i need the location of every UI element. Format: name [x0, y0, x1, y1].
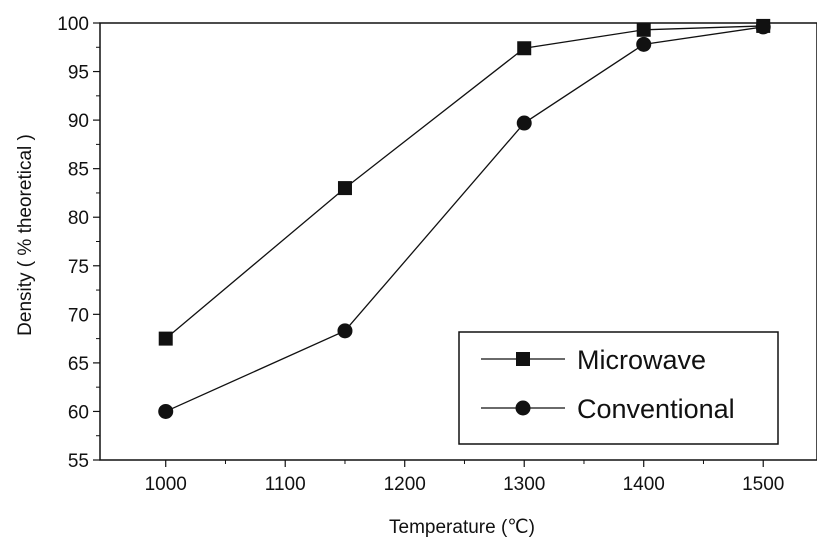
legend-items: Microwave Conventional — [481, 345, 735, 424]
y-axis-title: Density ( % theoretical ) — [15, 134, 36, 336]
y-tick-label: 100 — [57, 14, 89, 35]
y-tick-label: 75 — [68, 257, 89, 278]
data-point-square — [517, 41, 532, 56]
data-point-circle — [636, 36, 652, 52]
x-tick-label: 1200 — [384, 474, 426, 495]
series-layer — [158, 18, 771, 419]
data-point-square — [337, 181, 352, 196]
data-point-square — [158, 331, 173, 346]
x-tick-label: 1000 — [145, 474, 187, 495]
y-tick-label: 85 — [68, 160, 89, 181]
x-tick-label: 1300 — [503, 474, 545, 495]
x-tick-label: 1500 — [742, 474, 784, 495]
data-point-circle — [158, 403, 174, 419]
y-tick-label: 70 — [68, 305, 89, 326]
y-tick-label: 55 — [68, 451, 89, 472]
x-tick-label: 1100 — [265, 474, 306, 495]
y-axis: 55 60 65 70 75 80 85 90 95 100 — [57, 14, 100, 472]
data-point-square — [636, 22, 651, 37]
x-axis-title: Temperature (℃) — [389, 517, 535, 538]
data-point-circle — [516, 115, 532, 131]
x-axis: 1000 1100 1200 1300 1400 1500 — [145, 460, 784, 495]
legend-label: Conventional — [577, 394, 735, 424]
y-tick-label: 95 — [68, 63, 89, 84]
data-point-circle — [755, 19, 771, 35]
y-tick-label: 65 — [68, 354, 89, 375]
data-point-circle — [337, 323, 353, 339]
x-tick-label: 1400 — [623, 474, 665, 495]
legend-box — [458, 331, 779, 445]
series-line-0 — [165, 25, 764, 340]
legend: Microwave Conventional — [458, 331, 779, 445]
legend-marker-circle — [515, 400, 531, 416]
y-tick-label: 60 — [68, 402, 89, 423]
legend-label: Microwave — [577, 345, 706, 375]
y-tick-label: 90 — [68, 111, 89, 132]
y-tick-label: 80 — [68, 208, 89, 229]
legend-marker-square — [516, 352, 530, 366]
